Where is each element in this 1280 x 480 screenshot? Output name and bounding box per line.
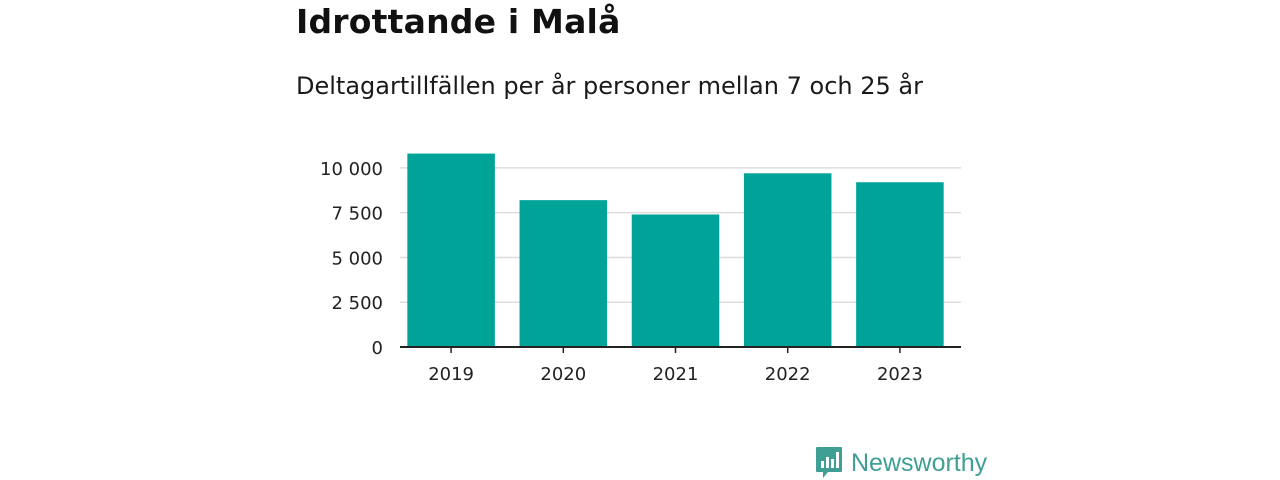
y-tick-label: 10 000 bbox=[320, 159, 383, 180]
chart-subtitle: Deltagartillfällen per år personer mella… bbox=[296, 72, 923, 100]
bar bbox=[519, 200, 608, 347]
brand-name: Newsworthy bbox=[851, 448, 988, 477]
bar bbox=[631, 214, 720, 347]
newsworthy-logo-icon bbox=[816, 447, 842, 478]
y-tick-label: 2 500 bbox=[331, 293, 383, 314]
x-tick-label: 2023 bbox=[877, 364, 923, 385]
newsworthy-brand[interactable]: Newsworthy bbox=[815, 446, 987, 480]
bar bbox=[856, 182, 944, 347]
bar bbox=[407, 153, 495, 347]
y-tick-label: 0 bbox=[372, 338, 383, 359]
x-tick-label: 2021 bbox=[653, 364, 699, 385]
chart-title: Idrottande i Malå bbox=[296, 2, 621, 41]
x-tick-label: 2022 bbox=[765, 364, 811, 385]
x-tick-label: 2019 bbox=[428, 364, 474, 385]
y-tick-label: 7 500 bbox=[331, 204, 383, 225]
bar bbox=[743, 173, 832, 347]
x-tick-label: 2020 bbox=[540, 364, 586, 385]
y-tick-label: 5 000 bbox=[331, 248, 383, 269]
